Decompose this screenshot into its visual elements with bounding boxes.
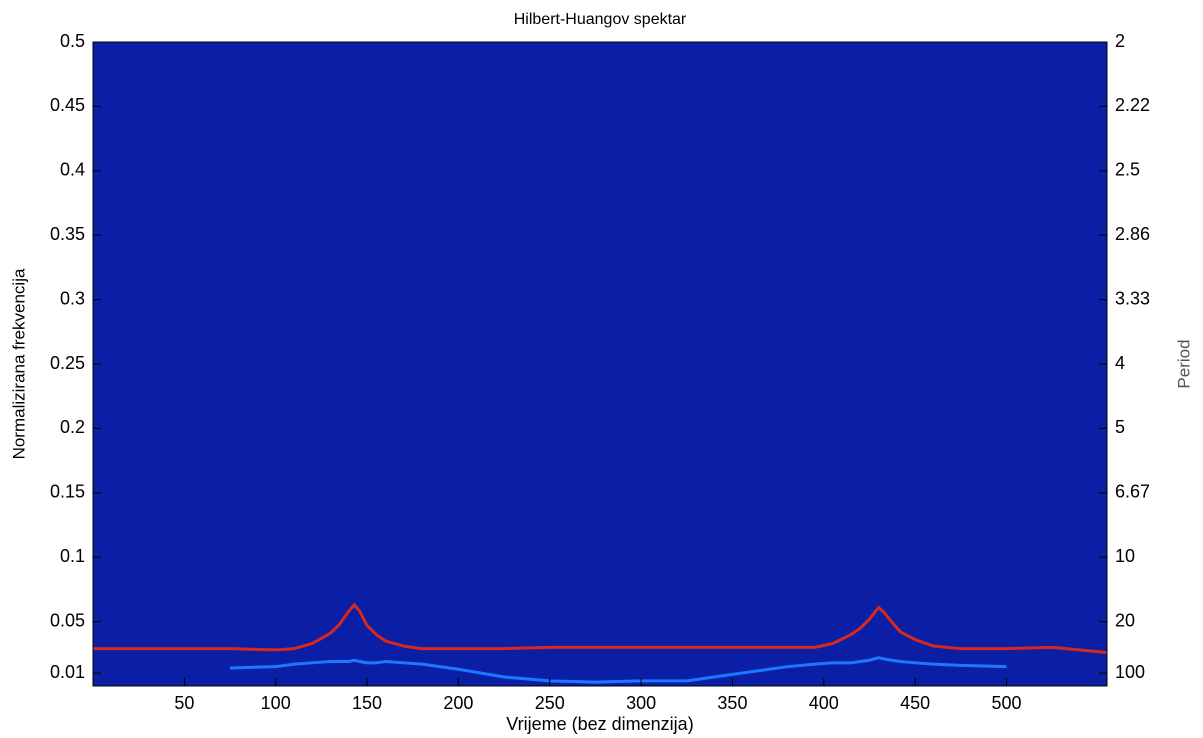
y2-tick-label: 6.67 xyxy=(1115,482,1150,502)
data-line xyxy=(229,656,1007,684)
data-line xyxy=(93,602,1108,655)
y2-tick-label: 5 xyxy=(1115,417,1125,437)
plot-background xyxy=(93,42,1107,686)
y-tick-label: 0.2 xyxy=(60,417,85,437)
x-tick-label: 100 xyxy=(261,693,291,713)
y2-tick-label: 2.86 xyxy=(1115,224,1150,244)
x-tick-label: 250 xyxy=(535,693,565,713)
y-tick-label: 0.05 xyxy=(50,610,85,630)
x-tick-label: 400 xyxy=(809,693,839,713)
y2-tick-label: 10 xyxy=(1115,546,1135,566)
y2-tick-label: 2 xyxy=(1115,31,1125,51)
y2-tick-label: 4 xyxy=(1115,353,1125,373)
y-axis-label: Normalizirana frekvencija xyxy=(9,268,28,459)
y2-tick-label: 3.33 xyxy=(1115,288,1150,308)
x-tick-label: 500 xyxy=(991,693,1021,713)
x-tick-label: 450 xyxy=(900,693,930,713)
y-tick-label: 0.25 xyxy=(50,353,85,373)
y2-axis-label: Period xyxy=(1174,339,1193,388)
y2-tick-label: 2.5 xyxy=(1115,160,1140,180)
x-tick-label: 150 xyxy=(352,693,382,713)
x-tick-label: 300 xyxy=(626,693,656,713)
y-tick-label: 0.15 xyxy=(50,482,85,502)
y-tick-label: 0.45 xyxy=(50,95,85,115)
x-tick-label: 350 xyxy=(717,693,747,713)
y-tick-label: 0.01 xyxy=(50,662,85,682)
x-axis-label: Vrijeme (bez dimenzija) xyxy=(506,714,693,734)
chart-title: Hilbert-Huangov spektar xyxy=(514,11,687,28)
y-tick-label: 0.35 xyxy=(50,224,85,244)
y-tick-label: 0.5 xyxy=(60,31,85,51)
y-tick-label: 0.4 xyxy=(60,160,85,180)
y2-tick-label: 20 xyxy=(1115,610,1135,630)
y-tick-label: 0.1 xyxy=(60,546,85,566)
y-tick-label: 0.3 xyxy=(60,288,85,308)
x-tick-label: 50 xyxy=(174,693,194,713)
y2-tick-label: 2.22 xyxy=(1115,95,1150,115)
y2-tick-label: 100 xyxy=(1115,662,1145,682)
x-tick-label: 200 xyxy=(443,693,473,713)
